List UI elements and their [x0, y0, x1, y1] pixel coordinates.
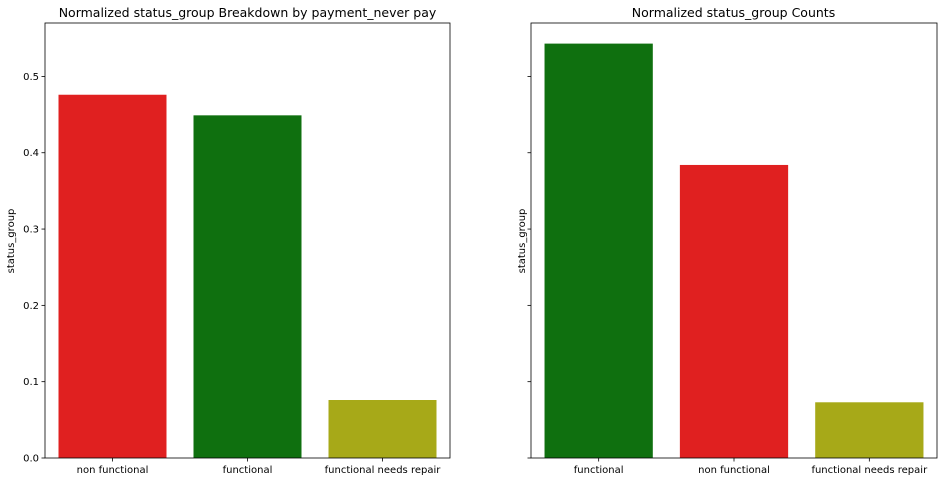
x-tick-label: functional needs repair	[325, 465, 442, 476]
bar	[679, 164, 789, 458]
y-tick-label: 0.5	[23, 72, 39, 83]
chart-title: Normalized status_group Breakdown by pay…	[59, 5, 437, 20]
chart-panel-left: Normalized status_group Breakdown by pay…	[6, 5, 451, 476]
x-tick-label: non functional	[698, 465, 770, 476]
bar	[58, 94, 167, 459]
bar	[544, 43, 653, 459]
bar	[815, 402, 924, 458]
x-tick-label: functional	[223, 465, 273, 476]
y-tick-label: 0.4	[23, 148, 39, 159]
y-tick-label: 0.1	[23, 377, 39, 388]
x-tick-label: non functional	[77, 465, 149, 476]
y-tick-label: 0.2	[23, 301, 39, 312]
bar	[328, 400, 437, 458]
plot-frame	[530, 22, 938, 459]
chart-panel-right: Normalized status_group Counts status_gr…	[517, 5, 938, 476]
y-tick-label: 0.0	[23, 454, 39, 465]
plot-frame	[44, 22, 451, 459]
x-tick-label: functional	[574, 465, 624, 476]
y-axis-label: status_group	[6, 209, 17, 274]
y-tick-label: 0.3	[23, 225, 39, 236]
y-axis-label: status_group	[517, 209, 528, 274]
chart-title: Normalized status_group Counts	[632, 5, 835, 20]
bar	[193, 115, 302, 458]
x-tick-label: functional needs repair	[811, 465, 928, 476]
